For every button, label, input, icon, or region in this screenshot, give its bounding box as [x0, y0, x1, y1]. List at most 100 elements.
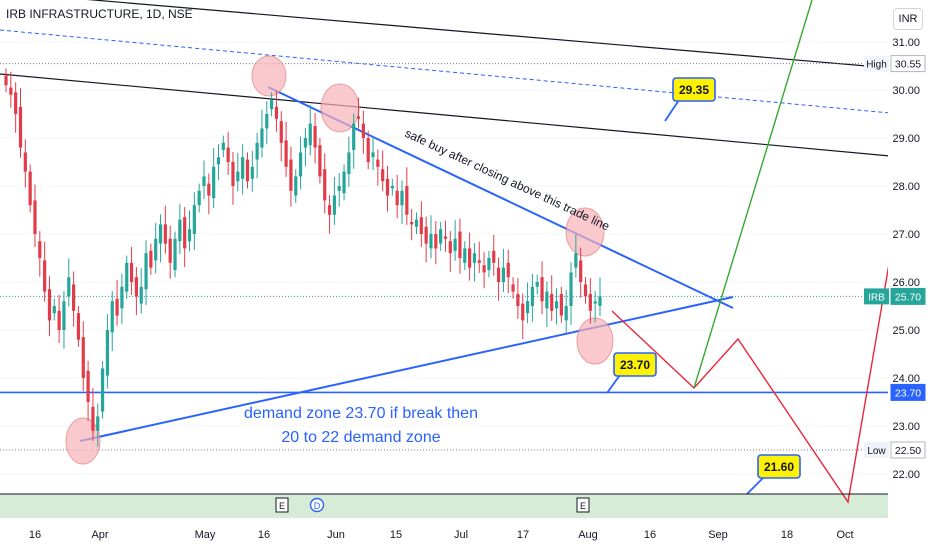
candle	[366, 130, 370, 170]
candle	[207, 173, 211, 215]
candle-body	[366, 138, 370, 162]
candle	[468, 232, 472, 281]
price-axis-bg	[888, 0, 932, 550]
candle-body	[149, 250, 153, 268]
candle	[144, 240, 148, 306]
candle-body	[381, 169, 385, 182]
candle-body	[294, 176, 298, 196]
projection-arrows	[611, 0, 890, 504]
candle	[352, 113, 356, 169]
candle-body	[183, 217, 187, 249]
bullish-projection	[693, 0, 813, 389]
candle	[4, 68, 8, 93]
candle-body	[521, 303, 525, 321]
candle-body	[371, 152, 375, 158]
candle	[236, 152, 240, 192]
candle	[308, 104, 312, 156]
callout-pointer	[664, 99, 680, 122]
time-tick-label: May	[195, 529, 216, 541]
channel-lower-line	[0, 73, 891, 157]
candle-body	[207, 183, 211, 196]
callout-value: 29.35	[679, 83, 709, 97]
candle-body	[38, 241, 42, 258]
candle	[511, 277, 515, 299]
candle-body	[173, 238, 177, 270]
candle	[105, 314, 110, 389]
price-tick-label: 27.00	[892, 229, 920, 241]
candle-body	[23, 152, 27, 172]
candle	[221, 135, 225, 158]
candle	[129, 246, 134, 295]
candle	[192, 192, 196, 250]
candle	[86, 360, 90, 421]
candle-body	[400, 190, 404, 206]
candle-body	[516, 294, 520, 306]
event-circle	[309, 497, 325, 513]
candle-body	[18, 106, 23, 148]
candle	[284, 121, 288, 177]
candle	[120, 273, 124, 325]
candle	[477, 241, 481, 273]
candle	[550, 275, 554, 321]
candle-body	[14, 92, 18, 114]
candle-body	[453, 238, 457, 251]
candle	[33, 184, 37, 247]
candle	[81, 321, 85, 391]
time-tick-label: 16	[644, 529, 656, 541]
candle-body	[76, 313, 81, 340]
candle-body	[468, 248, 472, 268]
price-label-name: High	[866, 60, 887, 71]
candle	[313, 113, 317, 164]
demand-note-line1: demand zone 23.70 if break then	[244, 405, 478, 422]
candle	[400, 180, 404, 224]
candle	[525, 282, 530, 324]
bearish-projection	[611, 263, 890, 504]
candle-body	[472, 253, 477, 263]
candle	[62, 291, 66, 349]
candle-body	[134, 277, 138, 297]
candle	[559, 286, 563, 323]
price-axis[interactable]: 31.00 30.00 29.00 28.00 27.00 26.00 25.00 24.00…	[864, 0, 932, 550]
candle-body	[110, 301, 114, 333]
candle-body	[496, 267, 501, 282]
candle-body	[129, 262, 134, 282]
time-tick-label: Jul	[454, 529, 468, 541]
candle	[270, 92, 274, 117]
candle-body	[105, 330, 110, 376]
candle-body	[337, 186, 341, 191]
candle	[463, 241, 467, 270]
price-tick-label: 26.00	[892, 277, 920, 289]
price-tick-label: 28.00	[892, 181, 920, 193]
candle-body	[298, 152, 303, 177]
candle	[28, 164, 32, 213]
candle-body	[9, 87, 13, 95]
price-label-name-bg	[864, 55, 889, 72]
candle	[212, 148, 216, 209]
candle	[506, 249, 510, 294]
price-label-tag: IRB 25.70	[864, 287, 926, 305]
candle-body	[144, 253, 148, 290]
touch-circle	[251, 55, 287, 97]
candle-body	[361, 123, 365, 138]
time-axis[interactable]: 16 Apr May 16 Jun 15 Jul 17 Aug 16 Sep 18 Oct	[0, 493, 888, 541]
callout-pointer	[746, 476, 765, 495]
candle-body	[72, 284, 76, 311]
candle-body	[270, 99, 274, 110]
candle-body	[424, 226, 428, 244]
candle	[347, 136, 351, 187]
price-callout: 29.35	[664, 77, 716, 122]
candle	[327, 195, 332, 234]
candle-body	[352, 123, 356, 150]
currency-button[interactable]: INR	[893, 8, 923, 30]
candle	[472, 243, 477, 282]
candle-body	[550, 294, 554, 311]
candle	[149, 243, 153, 275]
price-label-tag: High 30.55	[864, 55, 926, 73]
candle-body	[323, 169, 327, 201]
candle	[250, 150, 254, 192]
trendline-note: safe buy after closing above this trade …	[403, 126, 612, 234]
candle	[163, 205, 167, 254]
candle-body	[178, 219, 182, 242]
